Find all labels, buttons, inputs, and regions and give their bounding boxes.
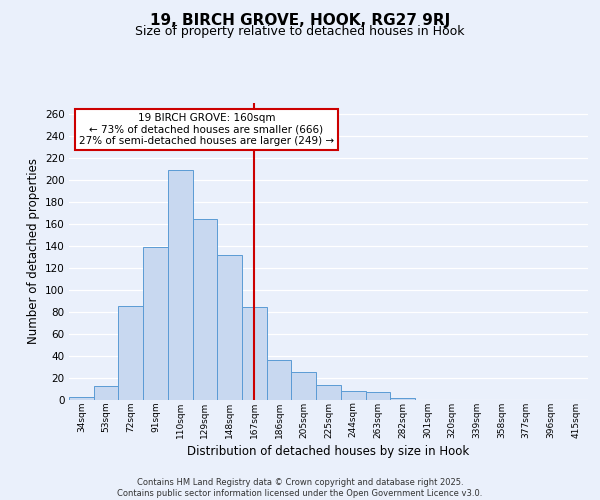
Bar xyxy=(390,398,415,400)
Bar xyxy=(341,391,365,400)
Bar xyxy=(118,306,143,400)
Bar xyxy=(292,372,316,400)
Bar xyxy=(193,220,217,400)
Bar xyxy=(242,308,267,400)
Bar xyxy=(94,386,118,400)
Bar xyxy=(217,254,242,400)
X-axis label: Distribution of detached houses by size in Hook: Distribution of detached houses by size … xyxy=(187,444,470,458)
Bar xyxy=(143,247,168,400)
Y-axis label: Number of detached properties: Number of detached properties xyxy=(26,158,40,344)
Text: 19 BIRCH GROVE: 160sqm
← 73% of detached houses are smaller (666)
27% of semi-de: 19 BIRCH GROVE: 160sqm ← 73% of detached… xyxy=(79,113,334,146)
Bar xyxy=(168,170,193,400)
Text: 19, BIRCH GROVE, HOOK, RG27 9RJ: 19, BIRCH GROVE, HOOK, RG27 9RJ xyxy=(150,12,450,28)
Bar xyxy=(69,396,94,400)
Text: Contains HM Land Registry data © Crown copyright and database right 2025.
Contai: Contains HM Land Registry data © Crown c… xyxy=(118,478,482,498)
Bar xyxy=(267,360,292,400)
Bar xyxy=(365,392,390,400)
Bar xyxy=(316,384,341,400)
Text: Size of property relative to detached houses in Hook: Size of property relative to detached ho… xyxy=(135,25,465,38)
